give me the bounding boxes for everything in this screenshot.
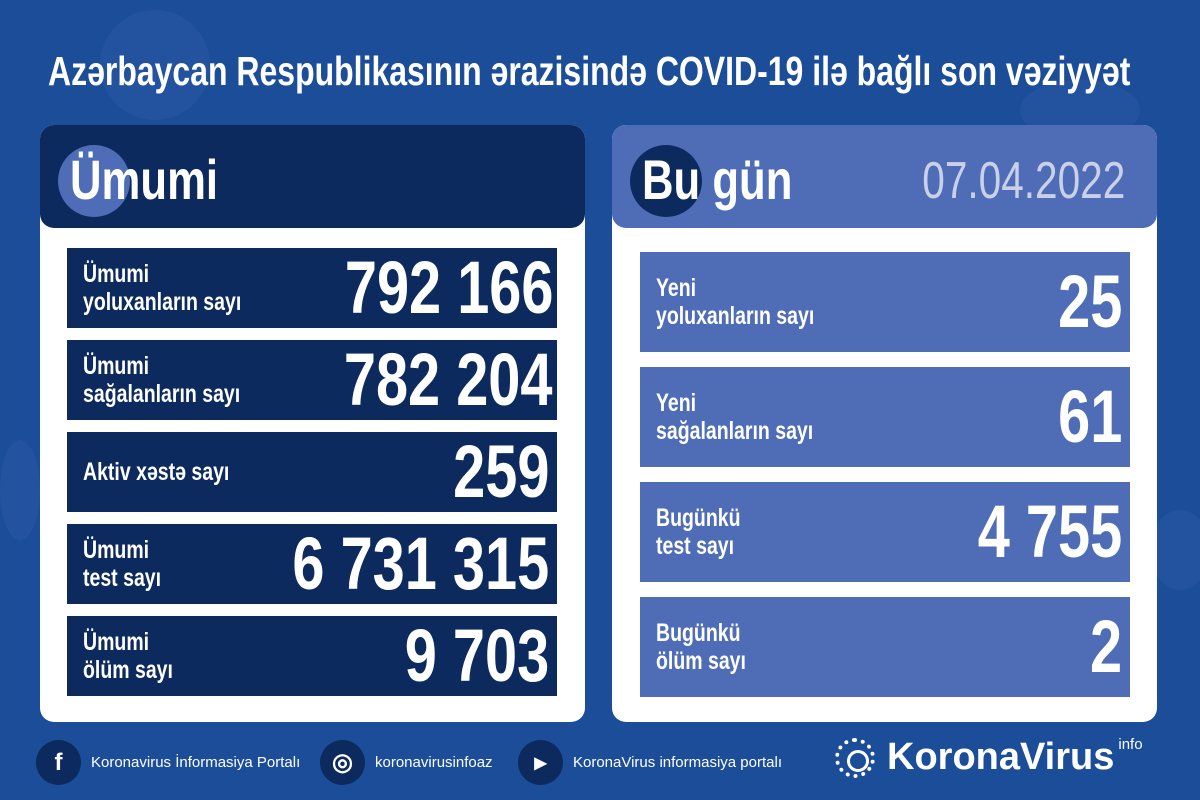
virus-decoration [1150,510,1200,590]
youtube-link[interactable]: ▶ KoronaVirus informasiya portalı [518,735,782,790]
total-heading: Ümumi [70,148,219,211]
facebook-icon: f [36,740,81,785]
virus-icon [58,145,130,217]
total-header: Ümumi [40,125,585,228]
sun-virus-icon [835,737,875,778]
virus-decoration [0,440,40,540]
total-row-infected: Ümumi yoluxanların sayı 792 166 [67,248,557,328]
today-row-recovered: Yeni sağalanların sayı 61 [640,367,1130,467]
virus-icon [630,145,702,217]
total-row-tests: Ümumi test sayı 6 731 315 [67,524,557,604]
instagram-icon: ◎ [320,740,365,785]
instagram-link[interactable]: ◎ koronavirusinfoaz [320,735,493,790]
today-row-tests: Bugünkü test sayı 4 755 [640,482,1130,582]
today-row-deaths: Bugünkü ölüm sayı 2 [640,597,1130,697]
facebook-link[interactable]: f Koronavirus İnformasiya Portalı [36,735,300,790]
total-panel: Ümumi Ümumi yoluxanların sayı 792 166 Ümu… [40,125,585,722]
youtube-icon: ▶ [518,740,563,785]
footer: f Koronavirus İnformasiya Portalı ◎ koro… [0,735,1200,790]
today-row-infected: Yeni yoluxanların sayı 25 [640,252,1130,352]
total-row-deaths: Ümumi ölüm sayı 9 703 [67,616,557,696]
koronavirus-logo: KoronaVirus info [835,736,1143,779]
page-title: Azərbaycan Respublikasının ərazisində CO… [48,48,1131,94]
total-row-active: Aktiv xəstə sayı 259 [67,432,557,512]
today-panel: Bu gün 07.04.2022 Yeni yoluxanların sayı … [612,125,1157,722]
today-date: 07.04.2022 [921,152,1125,210]
total-row-recovered: Ümumi sağalanların sayı 782 204 [67,340,557,420]
today-header: Bu gün 07.04.2022 [612,125,1157,228]
virus-decoration [100,10,210,120]
today-heading: Bu gün [642,148,793,211]
